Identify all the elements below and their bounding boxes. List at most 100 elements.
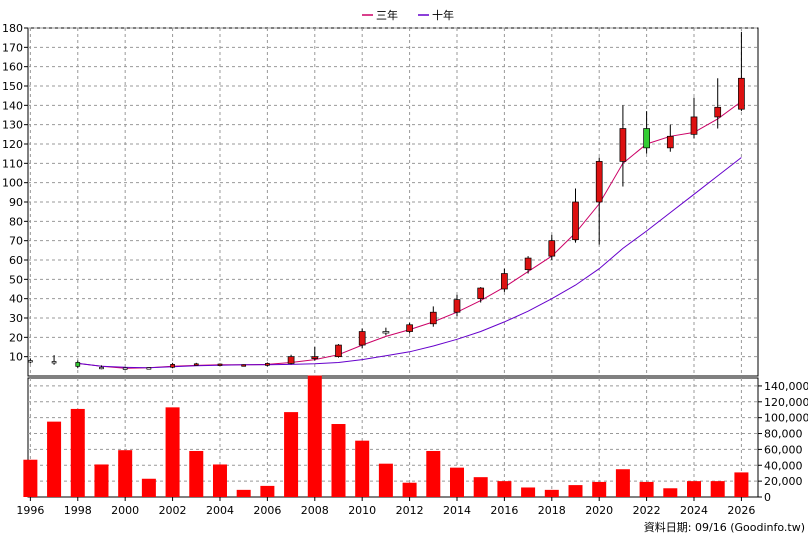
candle-body-2012 bbox=[406, 324, 413, 332]
volume-panel-frame bbox=[27, 377, 759, 498]
volume-bar-1998 bbox=[70, 408, 85, 497]
x-tick-label: 2016 bbox=[490, 504, 518, 517]
x-tick-label: 2004 bbox=[206, 504, 234, 517]
candle-body-2000 bbox=[122, 367, 128, 370]
x-tick-label: 2002 bbox=[159, 504, 187, 517]
ma-line-十年 bbox=[77, 157, 742, 369]
volume-bar-1996 bbox=[23, 459, 38, 497]
volume-bar-2005 bbox=[236, 489, 251, 497]
candle-body-2022 bbox=[643, 128, 650, 149]
price-tick-label: 160 bbox=[2, 61, 23, 74]
candle-body-2009 bbox=[335, 344, 342, 358]
volume-bar-2007 bbox=[284, 412, 299, 497]
volume-bar-2004 bbox=[212, 464, 227, 497]
price-tick-label: 100 bbox=[2, 177, 23, 190]
candle-body-2021 bbox=[619, 128, 627, 162]
volume-bar-2017 bbox=[521, 487, 536, 497]
price-tick-label: 110 bbox=[2, 157, 23, 170]
candle-body-2003 bbox=[193, 363, 199, 366]
price-tick-label: 130 bbox=[2, 119, 23, 132]
candle-body-2017 bbox=[524, 257, 532, 271]
candle-body-2014 bbox=[453, 299, 461, 313]
volume-bar-1997 bbox=[47, 421, 62, 497]
price-tick-label: 10 bbox=[9, 351, 23, 364]
x-tick-label: 2006 bbox=[253, 504, 281, 517]
price-tick-label: 60 bbox=[9, 254, 23, 267]
candle-body-2020 bbox=[595, 161, 603, 203]
x-tick-label: 2010 bbox=[348, 504, 376, 517]
footer-data-date: 資料日期: 09/16 (Goodinfo.tw) bbox=[644, 520, 805, 534]
volume-bar-2019 bbox=[568, 485, 583, 497]
volume-bar-2024 bbox=[687, 481, 702, 497]
volume-bar-2013 bbox=[426, 450, 441, 497]
x-tick-label: 2024 bbox=[680, 504, 708, 517]
volume-bar-2002 bbox=[165, 407, 180, 497]
candle-body-2011 bbox=[382, 331, 390, 334]
price-tick-label: 90 bbox=[9, 196, 23, 209]
price-tick-label: 150 bbox=[2, 80, 23, 93]
legend-label-1: 十年 bbox=[432, 8, 454, 22]
volume-bar-2010 bbox=[355, 440, 370, 497]
volume-tick-label: 20,000 bbox=[764, 475, 803, 488]
volume-bar-2026 bbox=[734, 472, 749, 497]
candle-body-2026 bbox=[738, 77, 745, 110]
volume-bar-2008 bbox=[307, 375, 322, 497]
volume-bar-1999 bbox=[94, 464, 109, 497]
volume-bar-2006 bbox=[260, 485, 275, 497]
candle-body-1997 bbox=[51, 361, 57, 364]
x-tick-label: 2000 bbox=[111, 504, 139, 517]
price-tick-label: 20 bbox=[9, 331, 23, 344]
candle-body-2015 bbox=[477, 287, 485, 300]
volume-bar-2014 bbox=[449, 467, 464, 497]
candle-body-1996 bbox=[28, 360, 33, 363]
x-tick-label: 2018 bbox=[538, 504, 566, 517]
candle-body-2018 bbox=[548, 240, 556, 257]
volume-bar-2018 bbox=[544, 489, 559, 497]
volume-bar-2000 bbox=[118, 450, 133, 497]
candle-body-2025 bbox=[714, 106, 722, 118]
legend-label-0: 三年 bbox=[376, 8, 398, 22]
candle-body-2010 bbox=[358, 331, 366, 346]
candle-body-1999 bbox=[99, 366, 104, 370]
candle-body-2008 bbox=[311, 356, 319, 359]
x-tick-label: 2026 bbox=[727, 504, 755, 517]
x-tick-label: 2008 bbox=[301, 504, 329, 517]
price-tick-label: 40 bbox=[9, 293, 23, 306]
price-tick-label: 50 bbox=[9, 273, 23, 286]
volume-bar-2009 bbox=[331, 424, 346, 497]
volume-bar-2001 bbox=[141, 478, 156, 497]
price-tick-label: 170 bbox=[2, 41, 23, 54]
price-tick-label: 70 bbox=[9, 235, 23, 248]
volume-tick-label: 0 bbox=[764, 491, 771, 504]
x-tick-label: 1996 bbox=[16, 504, 44, 517]
candle-body-2019 bbox=[572, 201, 579, 241]
candle-body-2001 bbox=[146, 367, 152, 370]
volume-tick-label: 80,000 bbox=[764, 428, 803, 441]
price-tick-label: 30 bbox=[9, 312, 23, 325]
volume-bar-2021 bbox=[615, 469, 630, 497]
candle-body-2024 bbox=[690, 116, 698, 135]
volume-tick-label: 120,000 bbox=[764, 396, 808, 409]
candle-body-2013 bbox=[429, 311, 437, 325]
x-tick-label: 1998 bbox=[64, 504, 92, 517]
volume-bar-2023 bbox=[663, 488, 678, 497]
volume-bar-2003 bbox=[189, 450, 204, 497]
candle-body-1998 bbox=[75, 362, 81, 367]
volume-bar-2020 bbox=[592, 481, 607, 497]
volume-bar-2011 bbox=[378, 463, 393, 497]
x-tick-label: 2022 bbox=[633, 504, 661, 517]
volume-bar-2016 bbox=[497, 481, 512, 497]
candle-body-2005 bbox=[241, 364, 247, 367]
volume-tick-label: 60,000 bbox=[764, 443, 803, 456]
candle-body-2004 bbox=[217, 363, 223, 366]
price-tick-label: 140 bbox=[2, 99, 23, 112]
x-tick-label: 2012 bbox=[396, 504, 424, 517]
volume-tick-label: 40,000 bbox=[764, 459, 803, 472]
candle-body-2016 bbox=[501, 273, 508, 290]
candle-body-2023 bbox=[666, 135, 674, 149]
volume-bar-2012 bbox=[402, 482, 417, 497]
volume-bar-2025 bbox=[710, 481, 725, 497]
x-tick-label: 2014 bbox=[443, 504, 471, 517]
